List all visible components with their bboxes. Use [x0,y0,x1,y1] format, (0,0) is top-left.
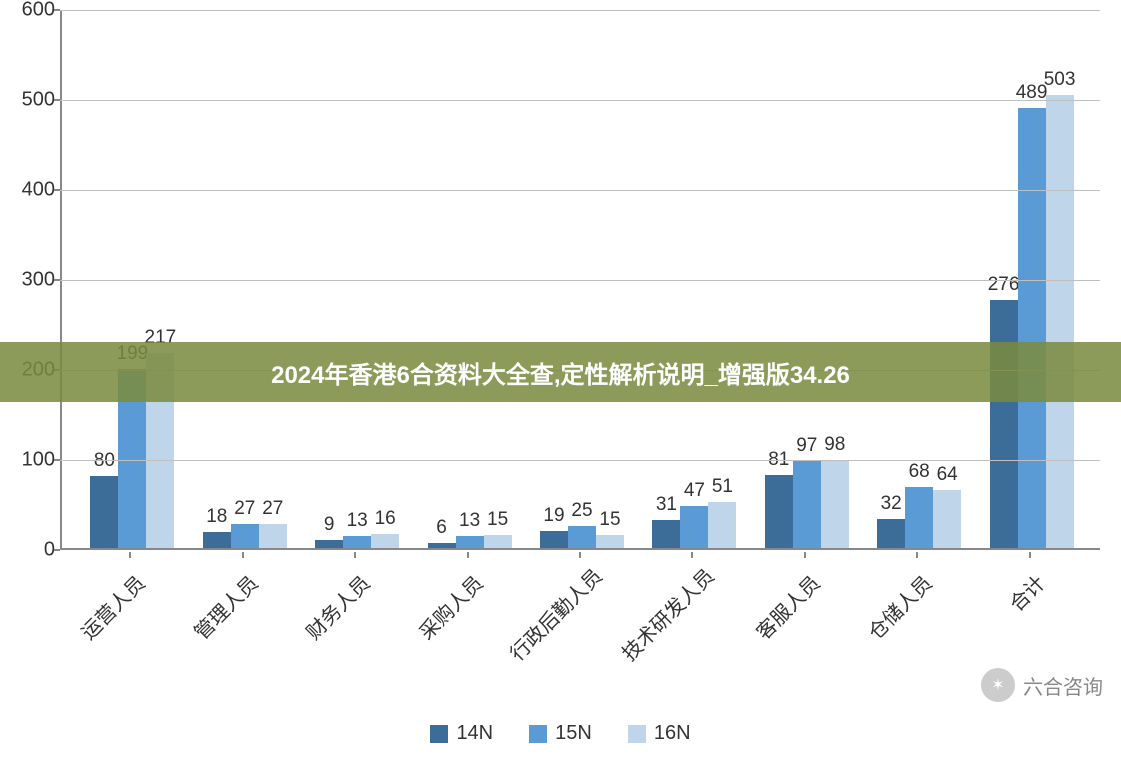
watermark-text: 六合咨询 [1023,671,1103,700]
y-tick-label: 400 [5,179,55,202]
x-tick-mark [242,552,244,558]
legend-item: 16N [628,722,691,745]
legend: 14N 15N 16N [0,722,1121,745]
bar [456,536,484,548]
x-tick-mark [467,552,469,558]
bar [540,531,568,548]
y-tick-label: 0 [5,539,55,562]
x-category-label: 管理人员 [165,568,263,666]
x-category-label: 仓储人员 [839,568,937,666]
bar [484,535,512,549]
bar [315,540,343,548]
overlay-text: 2024年香港6合资料大全查,定性解析说明_增强版34.26 [271,355,850,390]
bar [371,534,399,548]
x-category-label: 技术研发人员 [615,568,713,666]
bar-value-label: 27 [253,498,293,520]
x-category-label: 财务人员 [277,568,375,666]
bar [990,300,1018,548]
gridline [60,100,1100,101]
bar-value-label: 15 [478,509,518,531]
chart-container: 8019921718272791316613151925153147518197… [0,0,1121,757]
bar-value-label: 51 [702,476,742,498]
bar [708,502,736,548]
legend-label: 15N [555,722,592,744]
bar [793,461,821,548]
bar [203,532,231,548]
bar [877,519,905,548]
x-category-label: 合计 [952,568,1050,666]
x-tick-mark [354,552,356,558]
x-category-label: 行政后勤人员 [502,568,600,666]
bar-value-label: 98 [815,434,855,456]
bar [231,524,259,548]
bar [765,475,793,548]
y-tick-label: 100 [5,449,55,472]
bar [596,535,624,549]
bar-value-label: 16 [365,508,405,530]
x-tick-mark [129,552,131,558]
bar [680,506,708,548]
bar [933,490,961,548]
bar [343,536,371,548]
watermark-icon: ✶ [981,668,1015,702]
legend-label: 16N [654,722,691,744]
y-tick-mark [54,549,60,551]
legend-swatch [430,725,448,743]
x-tick-mark [691,552,693,558]
overlay-banner: 2024年香港6合资料大全查,定性解析说明_增强版34.26 [0,342,1121,402]
bar [1046,95,1074,548]
y-tick-label: 600 [5,0,55,22]
bar [428,543,456,548]
bar [821,460,849,548]
legend-swatch [529,725,547,743]
bar-value-label: 15 [590,509,630,531]
bar [259,524,287,548]
x-tick-mark [579,552,581,558]
legend-swatch [628,725,646,743]
bar-value-label: 503 [1040,69,1080,91]
legend-item: 15N [529,722,592,745]
x-tick-mark [804,552,806,558]
gridline [60,10,1100,11]
gridline [60,280,1100,281]
x-category-label: 运营人员 [53,568,151,666]
bar [652,520,680,548]
legend-item: 14N [430,722,493,745]
bar [1018,108,1046,548]
watermark: ✶ 六合咨询 [981,668,1103,702]
x-category-label: 采购人员 [390,568,488,666]
legend-label: 14N [456,722,493,744]
y-tick-label: 300 [5,269,55,292]
gridline [60,190,1100,191]
y-tick-label: 500 [5,89,55,112]
bar [90,476,118,548]
gridline [60,460,1100,461]
bar [905,487,933,548]
watermark-glyph: ✶ [991,675,1004,695]
x-tick-mark [1029,552,1031,558]
bar-value-label: 64 [927,464,967,486]
x-tick-mark [916,552,918,558]
x-category-label: 客服人员 [727,568,825,666]
